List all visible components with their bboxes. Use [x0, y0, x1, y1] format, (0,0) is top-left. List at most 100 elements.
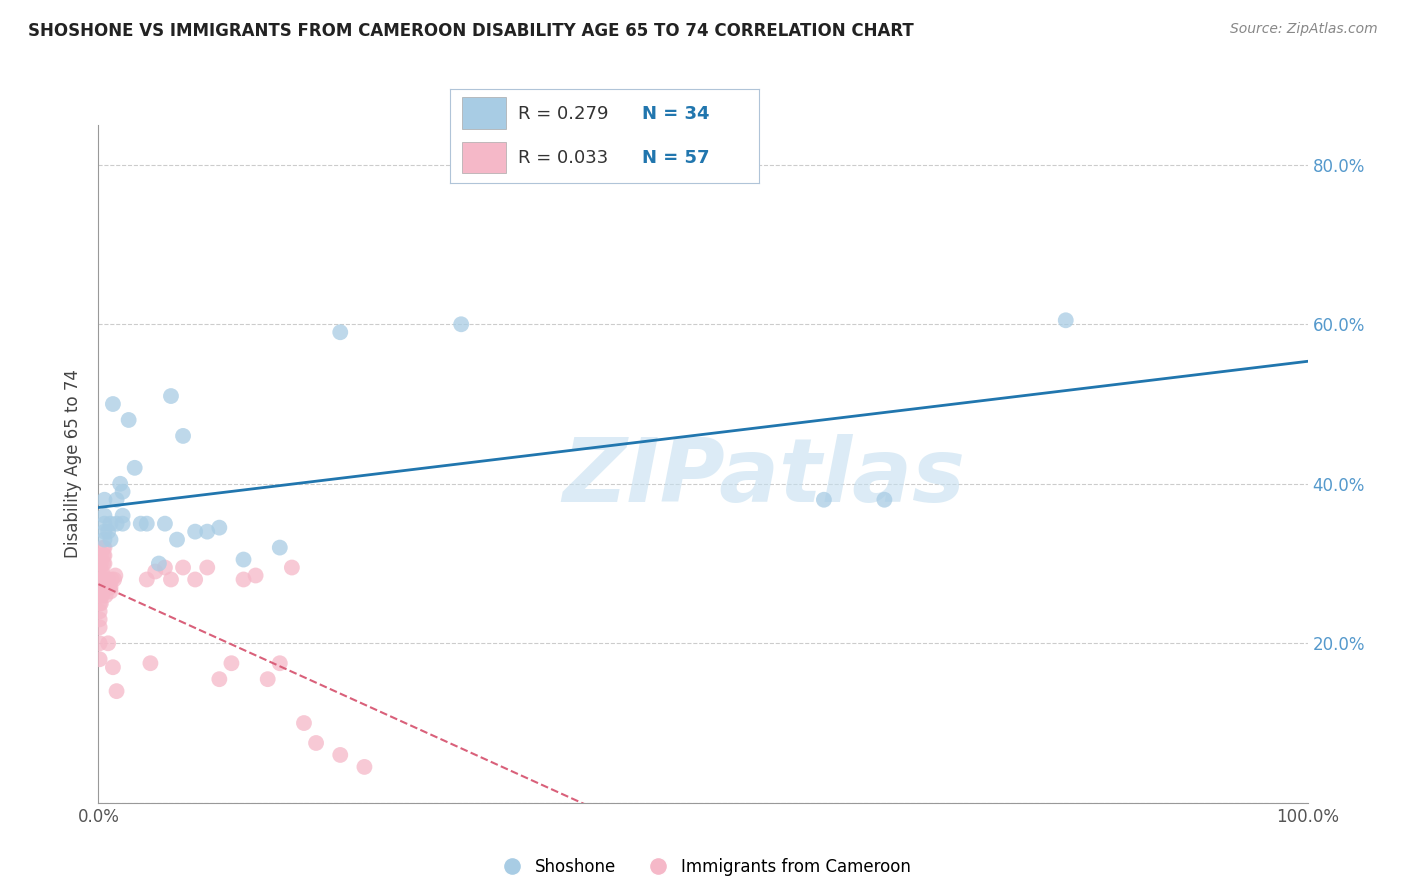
Point: [148, 557, 170, 571]
Point: [89, 620, 111, 634]
Point: [93, 516, 115, 531]
Point: [221, 657, 243, 671]
Text: ZIPatlas: ZIPatlas: [562, 434, 965, 521]
Point: [105, 492, 128, 507]
Point: [813, 492, 835, 507]
Point: [208, 672, 231, 686]
Point: [195, 560, 218, 574]
Point: [91, 581, 114, 595]
Point: [232, 573, 254, 587]
Point: [90, 565, 112, 579]
Point: [232, 552, 254, 566]
Point: [195, 524, 218, 539]
Point: [93, 557, 115, 571]
Point: [101, 397, 124, 411]
Point: [305, 736, 328, 750]
Point: [98, 581, 121, 595]
Text: N = 57: N = 57: [641, 149, 709, 167]
Point: [103, 573, 125, 587]
Y-axis label: Disability Age 65 to 74: Disability Age 65 to 74: [65, 369, 83, 558]
Point: [104, 568, 127, 582]
Point: [139, 657, 162, 671]
Point: [100, 573, 122, 587]
Point: [97, 524, 120, 539]
FancyBboxPatch shape: [463, 96, 506, 128]
Point: [281, 560, 304, 574]
Point: [143, 565, 166, 579]
Point: [93, 533, 115, 547]
Point: [135, 516, 157, 531]
Point: [329, 747, 352, 762]
Point: [105, 684, 128, 698]
Point: [245, 568, 267, 582]
Point: [93, 549, 115, 563]
Point: [89, 652, 111, 666]
Point: [166, 533, 188, 547]
Point: [269, 657, 291, 671]
Point: [108, 476, 131, 491]
Point: [450, 318, 472, 332]
Point: [91, 573, 114, 587]
Point: [329, 325, 352, 339]
Point: [118, 413, 141, 427]
Point: [90, 589, 112, 603]
Text: R = 0.033: R = 0.033: [517, 149, 609, 167]
Point: [256, 672, 278, 686]
Point: [172, 429, 194, 443]
Point: [89, 589, 111, 603]
Point: [90, 573, 112, 587]
Point: [172, 560, 194, 574]
Point: [91, 565, 114, 579]
Text: R = 0.279: R = 0.279: [517, 105, 609, 123]
Point: [93, 508, 115, 523]
Point: [89, 636, 111, 650]
Text: Source: ZipAtlas.com: Source: ZipAtlas.com: [1230, 22, 1378, 37]
Point: [269, 541, 291, 555]
Point: [93, 492, 115, 507]
Point: [873, 492, 896, 507]
Point: [89, 612, 111, 626]
Point: [93, 541, 115, 555]
Point: [292, 716, 315, 731]
Point: [353, 760, 375, 774]
Point: [94, 573, 117, 587]
Point: [129, 516, 152, 531]
Point: [90, 557, 112, 571]
Point: [91, 541, 114, 555]
Point: [91, 589, 114, 603]
Text: N = 34: N = 34: [641, 105, 709, 123]
Point: [160, 389, 183, 403]
Point: [100, 533, 122, 547]
Point: [93, 524, 115, 539]
Point: [111, 516, 134, 531]
Point: [90, 549, 112, 563]
Point: [111, 508, 134, 523]
Point: [91, 557, 114, 571]
Point: [1054, 313, 1077, 327]
Point: [90, 596, 112, 610]
Point: [89, 581, 111, 595]
Point: [101, 660, 124, 674]
Point: [124, 460, 146, 475]
Point: [100, 516, 122, 531]
Point: [184, 524, 207, 539]
Legend: Shoshone, Immigrants from Cameroon: Shoshone, Immigrants from Cameroon: [488, 851, 918, 882]
Point: [89, 596, 111, 610]
Point: [94, 589, 117, 603]
Point: [97, 636, 120, 650]
Point: [90, 581, 112, 595]
Point: [100, 581, 122, 595]
Point: [89, 604, 111, 618]
Point: [96, 581, 118, 595]
Point: [208, 521, 231, 535]
Point: [100, 584, 122, 599]
Point: [153, 516, 176, 531]
Point: [111, 484, 134, 499]
Point: [105, 516, 128, 531]
Point: [160, 573, 183, 587]
Point: [97, 573, 120, 587]
Point: [184, 573, 207, 587]
FancyBboxPatch shape: [463, 142, 506, 173]
Point: [135, 573, 157, 587]
Text: SHOSHONE VS IMMIGRANTS FROM CAMEROON DISABILITY AGE 65 TO 74 CORRELATION CHART: SHOSHONE VS IMMIGRANTS FROM CAMEROON DIS…: [28, 22, 914, 40]
